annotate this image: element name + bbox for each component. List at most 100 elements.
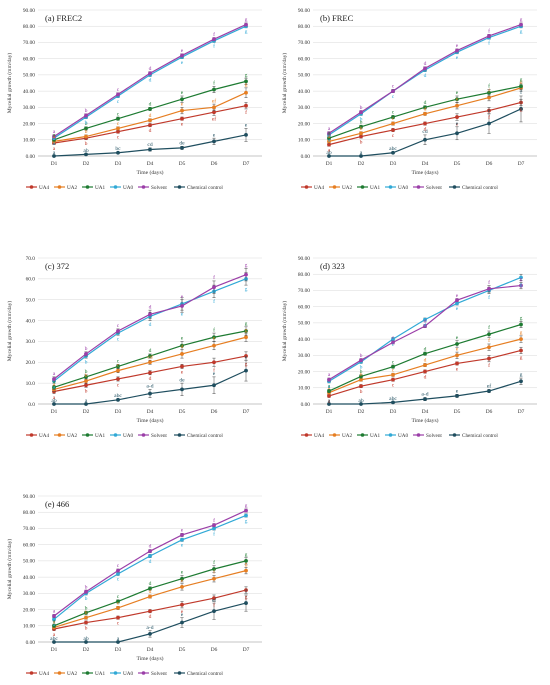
data-point-chemical-control xyxy=(52,640,56,644)
significance-letter-ua2: f xyxy=(488,88,490,95)
y-tick-label: 70.0 xyxy=(26,256,36,262)
legend-item-ua0: UA0 xyxy=(110,185,133,191)
data-point-solvent xyxy=(52,614,56,618)
legend-item-ua2: UA2 xyxy=(329,185,352,191)
legend-swatch-marker xyxy=(360,433,365,437)
significance-letter-chemical-control: abc xyxy=(114,393,122,399)
significance-letter-ua1: b xyxy=(360,119,363,125)
significance-letter-chemical-control: a-d xyxy=(146,384,153,390)
y-tick-label: 70.00 xyxy=(23,526,35,532)
series-solvent xyxy=(52,22,248,139)
significance-letter-ua2: a xyxy=(53,134,56,140)
data-point-ua1 xyxy=(244,79,248,84)
significance-letter-chemical-control: cd xyxy=(147,142,152,148)
x-tick-label: D1 xyxy=(326,161,333,167)
y-tick-label: 50.00 xyxy=(298,73,310,79)
data-point-ua1 xyxy=(116,599,120,604)
y-tick-label: 0.0 xyxy=(28,402,35,408)
data-point-chemical-control xyxy=(359,402,363,406)
data-point-chemical-control xyxy=(52,402,56,406)
data-point-chemical-control xyxy=(455,131,459,136)
significance-letter-solvent: c xyxy=(392,335,395,341)
data-point-chemical-control xyxy=(116,640,120,644)
data-point-ua0 xyxy=(52,617,56,622)
legend-item-solvent: Solvent xyxy=(138,671,167,677)
significance-letter-ua1: b xyxy=(85,605,88,611)
data-point-ua2 xyxy=(180,352,184,356)
data-point-ua1 xyxy=(116,116,120,121)
significance-letter-chemical-control: a xyxy=(85,398,88,404)
data-point-ua1 xyxy=(116,364,120,369)
significance-letter-ua1: f xyxy=(488,83,490,90)
significance-letter-ua4: g xyxy=(245,361,248,367)
significance-letter-ua0: b xyxy=(360,117,363,123)
data-point-ua4 xyxy=(519,348,523,353)
data-point-ua1 xyxy=(455,97,459,102)
y-tick-label: 20.00 xyxy=(298,369,310,375)
series-ua1 xyxy=(52,326,248,390)
data-point-ua4 xyxy=(455,361,459,366)
significance-letter-ua2: c xyxy=(117,363,120,369)
legend-item-ua2: UA2 xyxy=(329,433,352,439)
legend-item-ua0: UA0 xyxy=(110,671,133,677)
data-point-ua0 xyxy=(148,554,152,558)
y-tick-label: 80.00 xyxy=(23,510,35,516)
x-tick-label: D2 xyxy=(83,161,90,167)
data-point-ua1 xyxy=(180,97,184,102)
significance-letter-solvent: d xyxy=(149,66,152,72)
significance-letter-chemical-control: f xyxy=(245,588,247,595)
significance-letter-ua4: c xyxy=(117,134,120,140)
data-point-ua1 xyxy=(327,136,331,141)
legend-label: UA2 xyxy=(342,433,352,439)
chart-panel-e: 0.00 10.00 20.00 30.00 40.00 50.00 60.00 70.00 8… xyxy=(0,488,275,683)
significance-letter-solvent: a xyxy=(53,609,56,615)
significance-letter-ua0: a xyxy=(328,384,331,390)
data-point-ua4 xyxy=(244,354,248,358)
significance-letter-ua4: d xyxy=(149,376,152,382)
legend-swatch-marker xyxy=(29,185,34,189)
data-point-chemical-control xyxy=(52,154,56,158)
data-point-ua2 xyxy=(212,343,216,348)
significance-letter-ua0: b xyxy=(360,365,363,371)
data-point-ua0 xyxy=(455,301,459,306)
y-tick-label: 50.00 xyxy=(23,559,35,565)
significance-letter-ua0: f xyxy=(488,39,490,46)
x-tick-label: D1 xyxy=(51,161,58,167)
data-point-solvent xyxy=(212,523,216,528)
significance-letter-ua0: d xyxy=(424,322,427,328)
significance-letter-ua1: a xyxy=(53,618,56,624)
data-point-solvent xyxy=(519,283,523,288)
data-point-solvent xyxy=(423,66,427,71)
significance-letter-solvent: c xyxy=(117,563,120,569)
series-ua2 xyxy=(52,567,248,630)
y-tick-label: 10.00 xyxy=(298,386,310,392)
significance-letter-chemical-control: ab xyxy=(83,636,88,642)
significance-letter-ua0: c xyxy=(392,342,395,348)
significance-letter-ua2: c xyxy=(117,601,120,607)
significance-letter-ua1: a xyxy=(53,379,56,385)
series-ua4 xyxy=(327,346,523,398)
significance-letter-ua2: d xyxy=(149,589,152,595)
data-point-solvent xyxy=(116,92,120,97)
data-point-ua2 xyxy=(84,134,88,139)
significance-letter-ua2: f xyxy=(488,337,490,344)
y-tick-label: 10.00 xyxy=(23,624,35,630)
data-point-ua2 xyxy=(116,368,120,373)
significance-letter-chemical-control: abc xyxy=(50,636,58,642)
y-tick-label: 60.0 xyxy=(26,277,36,283)
legend-label: UA1 xyxy=(95,185,105,191)
chart-svg-e: 0.00 10.00 20.00 30.00 40.00 50.00 60.00 70.00 8… xyxy=(6,494,262,677)
significance-letter-ua2: e xyxy=(456,97,459,103)
series-ua4 xyxy=(52,586,248,631)
data-point-ua4 xyxy=(391,128,395,132)
y-axis-title: Mycelial growth (mm/day) xyxy=(6,539,13,600)
significance-letter-chemical-control: ef xyxy=(487,383,491,390)
legend-item-solvent: Solvent xyxy=(413,185,442,191)
significance-letter-ua1: g xyxy=(520,315,523,321)
significance-letter-ua4: f xyxy=(488,114,490,121)
significance-letter-ua4: a xyxy=(53,146,56,152)
significance-letter-solvent: d xyxy=(424,61,427,67)
significance-letter-ua4: a xyxy=(328,399,331,405)
y-tick-label: 90.00 xyxy=(23,494,35,500)
panel-title: (b) FREC xyxy=(320,13,354,23)
